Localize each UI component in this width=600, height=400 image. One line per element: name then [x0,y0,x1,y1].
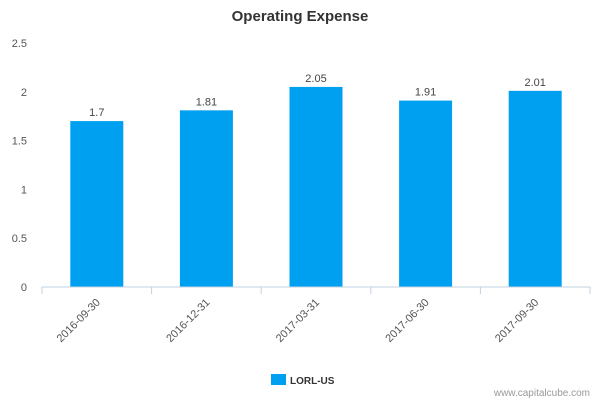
bars [70,86,562,288]
x-tick-label: 2017-06-30 [383,297,431,345]
y-tick-label: 2 [21,87,27,99]
data-label: 2.01 [524,77,545,89]
y-tick-label: 0 [21,282,27,294]
data-labels: 1.7 1.81 2.05 1.91 2.01 [89,73,546,119]
y-tick-label: 1 [21,184,27,196]
data-label: 2.05 [305,73,326,85]
x-tick-label: 2017-09-30 [493,297,541,345]
y-axis-ticks: 0 0.5 1 1.5 2 2.5 [12,38,27,294]
legend[interactable]: LORL-US [271,374,335,387]
x-tick-label: 2017-03-31 [274,297,322,345]
data-label: 1.81 [196,96,217,108]
bar-2017-09-30[interactable] [508,90,562,287]
x-axis-ticks: 2016-09-30 2016-12-31 2017-03-31 2017-06-30… [41,287,591,345]
data-label: 1.7 [89,107,104,119]
x-tick-label: 2016-12-31 [164,297,212,345]
bar-2017-06-30[interactable] [399,100,453,287]
y-tick-label: 2.5 [12,38,27,50]
chart-title: Operating Expense [232,8,369,25]
data-label: 1.91 [415,87,436,99]
y-tick-label: 0.5 [12,233,27,245]
credit-text: www.capitalcube.com [493,388,590,399]
y-tick-label: 1.5 [12,136,27,148]
legend-label[interactable]: LORL-US [290,376,335,387]
bar-2017-03-31[interactable] [289,86,343,287]
bar-2016-09-30[interactable] [70,121,124,287]
bar-2016-12-31[interactable] [179,110,233,288]
x-tick-label: 2016-09-30 [55,297,103,345]
legend-swatch[interactable] [271,374,286,385]
